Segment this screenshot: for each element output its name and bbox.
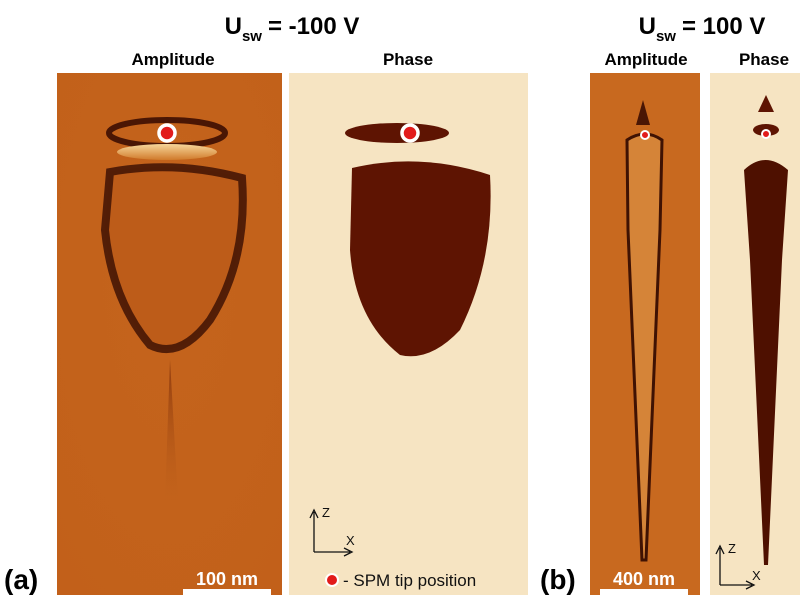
bright-region [117, 144, 217, 160]
panel-label: (a) [4, 564, 38, 595]
column-title: Phase [739, 50, 789, 69]
title-subscript: sw [656, 28, 676, 45]
column-title: Phase [383, 50, 433, 69]
phase-image-a: Z X [289, 73, 528, 595]
z-label: Z [728, 541, 736, 556]
panel-b-title: Usw = 100 V [639, 13, 766, 45]
column-title: Amplitude [131, 50, 214, 69]
title-value: = 100 V [682, 13, 765, 40]
panel-a-title: Usw = -100 V [225, 13, 360, 45]
figure: Z X Z X Usw = -100 V Usw = 100 V Amplitude… [0, 0, 800, 595]
legend-marker [326, 574, 338, 586]
amplitude-image-a [57, 73, 282, 595]
x-label: X [752, 568, 761, 583]
legend-text: - SPM tip position [343, 571, 476, 590]
scale-bar [600, 589, 688, 595]
tip-marker [402, 125, 418, 141]
scale-bar [183, 589, 271, 595]
title-symbol: U [225, 13, 242, 40]
scale-bar-label: 100 nm [196, 569, 258, 589]
x-label: X [346, 533, 355, 548]
amplitude-image-b [590, 73, 700, 595]
title-symbol: U [639, 13, 656, 40]
phase-image-b: Z X [710, 73, 800, 595]
tip-marker [762, 130, 770, 138]
surface-domain [345, 123, 449, 143]
panel-label: (b) [540, 564, 576, 595]
title-value: = -100 V [268, 13, 359, 40]
z-label: Z [322, 505, 330, 520]
column-title: Amplitude [604, 50, 687, 69]
scale-bar-label: 400 nm [613, 569, 675, 589]
title-subscript: sw [242, 28, 262, 45]
tip-marker [159, 125, 175, 141]
tip-marker [641, 131, 649, 139]
